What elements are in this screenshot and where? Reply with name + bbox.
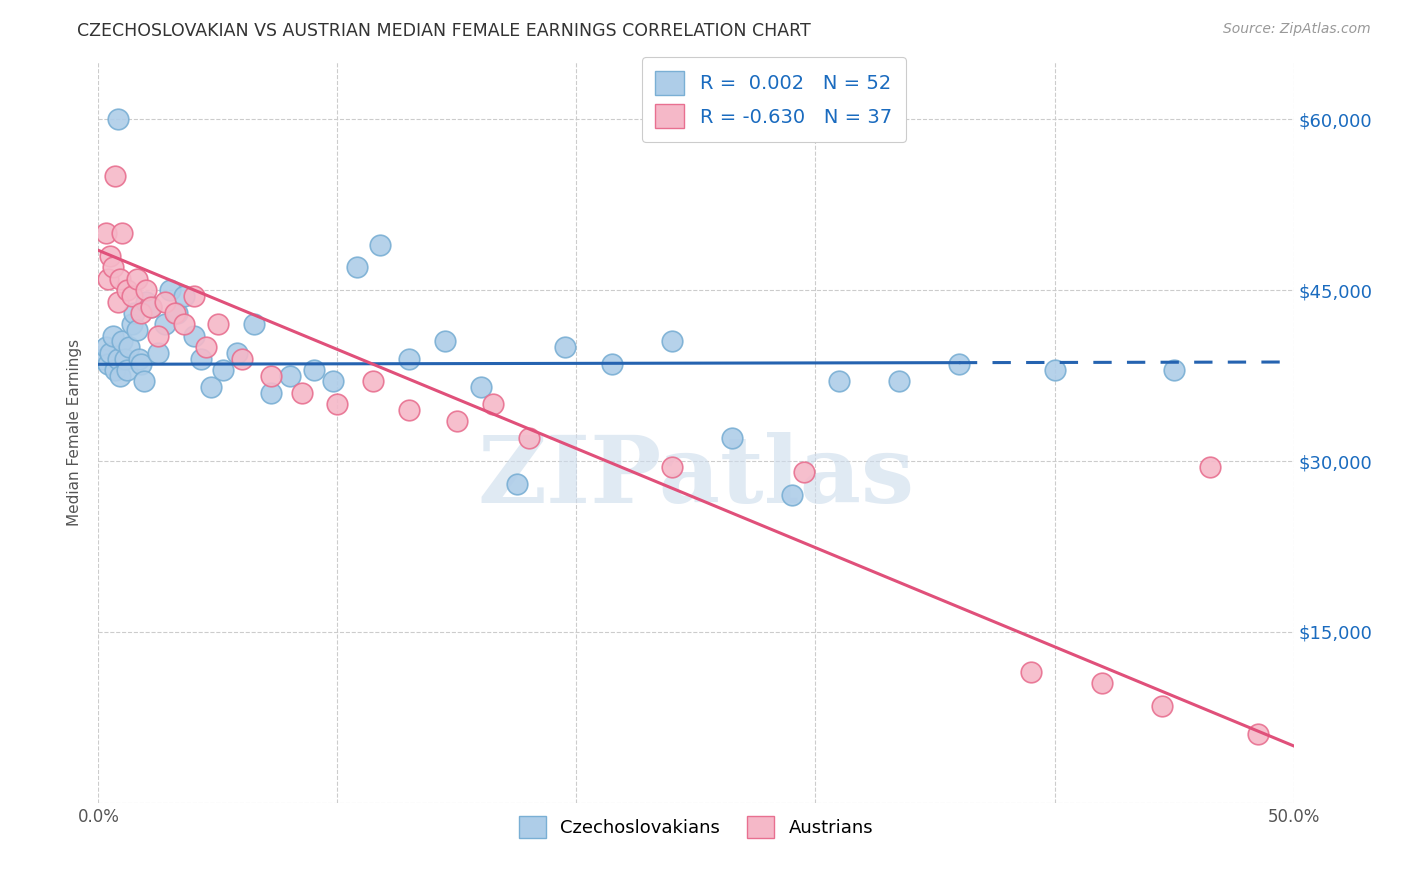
Text: ZIPatlas: ZIPatlas xyxy=(478,432,914,522)
Point xyxy=(780,488,803,502)
Point xyxy=(121,318,143,332)
Point xyxy=(104,363,127,377)
Point xyxy=(1043,363,1066,377)
Point xyxy=(200,380,222,394)
Point xyxy=(948,357,970,371)
Point xyxy=(124,306,146,320)
Point xyxy=(363,375,385,389)
Point xyxy=(107,112,129,127)
Point xyxy=(115,363,138,377)
Point xyxy=(155,294,177,309)
Point xyxy=(243,318,266,332)
Point xyxy=(470,380,492,394)
Point xyxy=(278,368,301,383)
Point xyxy=(173,289,195,303)
Point xyxy=(1091,676,1114,690)
Point xyxy=(131,306,153,320)
Point xyxy=(259,368,281,383)
Point xyxy=(135,294,157,309)
Point xyxy=(163,306,186,320)
Point xyxy=(107,351,129,366)
Point xyxy=(139,301,162,315)
Point xyxy=(207,318,229,332)
Point xyxy=(446,414,468,428)
Point xyxy=(211,363,233,377)
Point xyxy=(91,351,114,366)
Legend: Czechoslovakians, Austrians: Czechoslovakians, Austrians xyxy=(512,809,880,846)
Point xyxy=(115,283,138,297)
Point xyxy=(159,283,181,297)
Point xyxy=(190,351,212,366)
Point xyxy=(828,375,851,389)
Point xyxy=(128,351,150,366)
Point xyxy=(434,334,457,349)
Point xyxy=(135,283,157,297)
Point xyxy=(183,289,205,303)
Point xyxy=(398,402,420,417)
Point xyxy=(139,301,162,315)
Point xyxy=(108,368,131,383)
Point xyxy=(101,328,124,343)
Point xyxy=(104,169,127,184)
Point xyxy=(98,346,122,360)
Point xyxy=(148,346,170,360)
Point xyxy=(1152,698,1174,713)
Point xyxy=(346,260,368,275)
Point xyxy=(97,272,120,286)
Point xyxy=(97,357,120,371)
Point xyxy=(111,334,134,349)
Point xyxy=(125,323,148,337)
Point xyxy=(721,431,744,445)
Point xyxy=(259,385,281,400)
Point xyxy=(506,476,529,491)
Point xyxy=(121,289,143,303)
Point xyxy=(107,294,129,309)
Point xyxy=(1163,363,1185,377)
Point xyxy=(1247,727,1270,741)
Point xyxy=(326,397,349,411)
Point xyxy=(183,328,205,343)
Point xyxy=(481,397,505,411)
Text: CZECHOSLOVAKIAN VS AUSTRIAN MEDIAN FEMALE EARNINGS CORRELATION CHART: CZECHOSLOVAKIAN VS AUSTRIAN MEDIAN FEMAL… xyxy=(77,22,811,40)
Point xyxy=(226,346,249,360)
Point xyxy=(370,237,392,252)
Point xyxy=(94,227,117,241)
Point xyxy=(125,272,148,286)
Point xyxy=(98,249,122,263)
Point xyxy=(114,351,136,366)
Point xyxy=(195,340,218,354)
Point xyxy=(322,375,344,389)
Point xyxy=(1199,459,1222,474)
Point xyxy=(231,351,253,366)
Point xyxy=(94,340,117,354)
Point xyxy=(132,375,155,389)
Point xyxy=(291,385,314,400)
Point xyxy=(108,272,131,286)
Point xyxy=(155,318,177,332)
Point xyxy=(111,227,134,241)
Point xyxy=(131,357,153,371)
Point xyxy=(554,340,576,354)
Point xyxy=(661,334,683,349)
Point xyxy=(173,318,195,332)
Point xyxy=(889,375,911,389)
Point xyxy=(398,351,420,366)
Point xyxy=(148,328,170,343)
Point xyxy=(1019,665,1042,679)
Point xyxy=(118,340,141,354)
Y-axis label: Median Female Earnings: Median Female Earnings xyxy=(67,339,83,526)
Point xyxy=(101,260,124,275)
Point xyxy=(793,466,815,480)
Point xyxy=(302,363,325,377)
Point xyxy=(517,431,540,445)
Point xyxy=(602,357,624,371)
Text: Source: ZipAtlas.com: Source: ZipAtlas.com xyxy=(1223,22,1371,37)
Point xyxy=(661,459,683,474)
Point xyxy=(166,306,188,320)
